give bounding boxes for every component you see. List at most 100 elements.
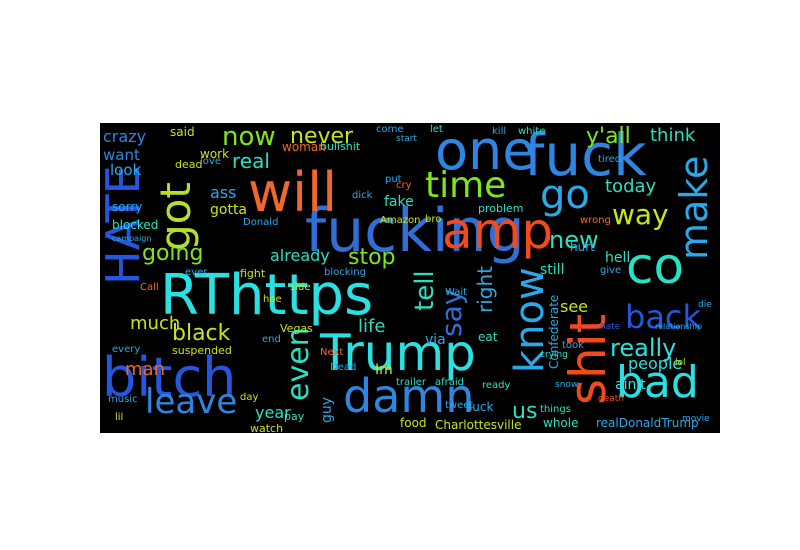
- word-never: never: [290, 124, 354, 149]
- word-woman: woman: [282, 140, 326, 154]
- word-one: one: [435, 123, 536, 182]
- word-real: real: [232, 149, 270, 173]
- word-aint: ain't: [615, 377, 646, 393]
- word-now: now: [222, 123, 276, 152]
- word-ever: ever: [185, 267, 208, 278]
- word-music: music: [108, 394, 138, 405]
- word-snow: snow: [555, 380, 579, 390]
- word-day: day: [240, 392, 259, 403]
- word-amazon: Amazon: [380, 215, 421, 226]
- word-man: man: [125, 359, 165, 380]
- word-blocked: blocked: [112, 218, 159, 232]
- word-today: today: [605, 176, 657, 197]
- word-dead: dead: [175, 158, 203, 171]
- word-eat: eat: [478, 330, 498, 344]
- word-back: back: [625, 298, 702, 336]
- word-relationship: relationship: [655, 322, 703, 331]
- word-already: already: [270, 246, 330, 265]
- word-will: will: [248, 161, 338, 224]
- word-let: let: [430, 124, 443, 135]
- word-really: really: [610, 334, 677, 362]
- word-whole: whole: [543, 416, 579, 430]
- word-bro: bro: [425, 214, 442, 225]
- word-amp: amp: [442, 202, 554, 260]
- word-tired: tired: [598, 154, 622, 165]
- word-things: things: [540, 404, 571, 415]
- word-hoe: hoe: [263, 294, 282, 305]
- word-give: give: [600, 265, 622, 276]
- word-cry: cry: [396, 180, 412, 191]
- word-death: death: [598, 394, 624, 404]
- word-damn: damn: [343, 369, 475, 423]
- word-still: still: [540, 262, 565, 278]
- word-leave: leave: [145, 382, 238, 422]
- word-see: see: [560, 297, 589, 316]
- word-much: much: [130, 313, 181, 334]
- word-come: come: [376, 124, 404, 135]
- word-tweet: tweet: [445, 400, 474, 411]
- word-fuck: fuck: [524, 123, 647, 189]
- word-right: right: [473, 266, 497, 313]
- word-watch: watch: [250, 422, 284, 433]
- word-suspended: suspended: [172, 344, 232, 357]
- word-gotta: gotta: [210, 202, 248, 218]
- word-work: work: [200, 147, 230, 161]
- word-food: food: [400, 416, 427, 430]
- word-put: put: [385, 174, 402, 185]
- word-guy: guy: [319, 396, 335, 423]
- word-time: time: [425, 165, 507, 206]
- word-fight: fight: [240, 267, 266, 280]
- word-dead-2: Dead: [330, 362, 357, 373]
- word-life: life: [358, 316, 386, 337]
- word-vegas: Vegas: [280, 322, 313, 335]
- word-ready: ready: [482, 380, 511, 391]
- word-wrong: wrong: [580, 215, 611, 226]
- word-people: people: [628, 354, 683, 373]
- word-sorry: sorry: [112, 200, 143, 214]
- word-co: co: [626, 237, 685, 295]
- word-call: Call: [140, 282, 159, 293]
- word-charlottesville: Charlottesville: [435, 418, 522, 432]
- word-die: die: [698, 300, 712, 310]
- word-stop: stop: [348, 245, 396, 270]
- word-new: new: [549, 226, 599, 254]
- word-ass: ass: [210, 183, 237, 202]
- word-lol: lol: [675, 358, 686, 368]
- word-white: white: [518, 126, 546, 137]
- word-hell: hell: [605, 250, 631, 266]
- word-yall: y'all: [586, 124, 631, 149]
- word-year: year: [255, 403, 291, 422]
- word-via: via: [425, 332, 446, 348]
- word-afraid: afraid: [435, 377, 465, 388]
- word-took: took: [562, 340, 584, 351]
- word-hate-small: hate: [600, 322, 621, 332]
- word-lil: lil: [115, 412, 124, 423]
- word-even: even: [281, 327, 316, 401]
- word-blocking: blocking: [324, 267, 366, 278]
- word-going: going: [142, 241, 204, 266]
- word-way: way: [612, 198, 669, 231]
- word-fucking: fucking: [305, 196, 525, 266]
- word-fake: fake: [384, 194, 414, 210]
- word-love: love: [200, 156, 221, 167]
- word-donald: Donald: [243, 217, 279, 228]
- word-problem: problem: [478, 202, 524, 215]
- word-pay: pay: [284, 410, 305, 423]
- word-campaign: campaign: [112, 234, 152, 243]
- word-dick: dick: [352, 190, 373, 201]
- word-cloud: fucking will one fuck got HATE time go m…: [100, 123, 720, 433]
- word-realdonaldtrump: realDonaldTrump: [596, 416, 699, 430]
- word-side: side: [290, 282, 311, 293]
- word-bad: bad: [616, 357, 699, 408]
- word-start: start: [396, 134, 417, 144]
- word-suck: suck: [466, 400, 494, 414]
- word-trailer: trailer: [396, 377, 426, 388]
- word-every: every: [112, 344, 141, 355]
- word-hurt: hurt: [570, 240, 595, 254]
- word-bullshit: bullshit: [320, 140, 361, 153]
- word-us: us: [512, 399, 538, 424]
- word-kill: kill: [492, 126, 507, 137]
- word-rthttps: RThttps: [160, 263, 374, 328]
- word-trump: Trump: [320, 324, 476, 382]
- word-end: end: [262, 334, 281, 345]
